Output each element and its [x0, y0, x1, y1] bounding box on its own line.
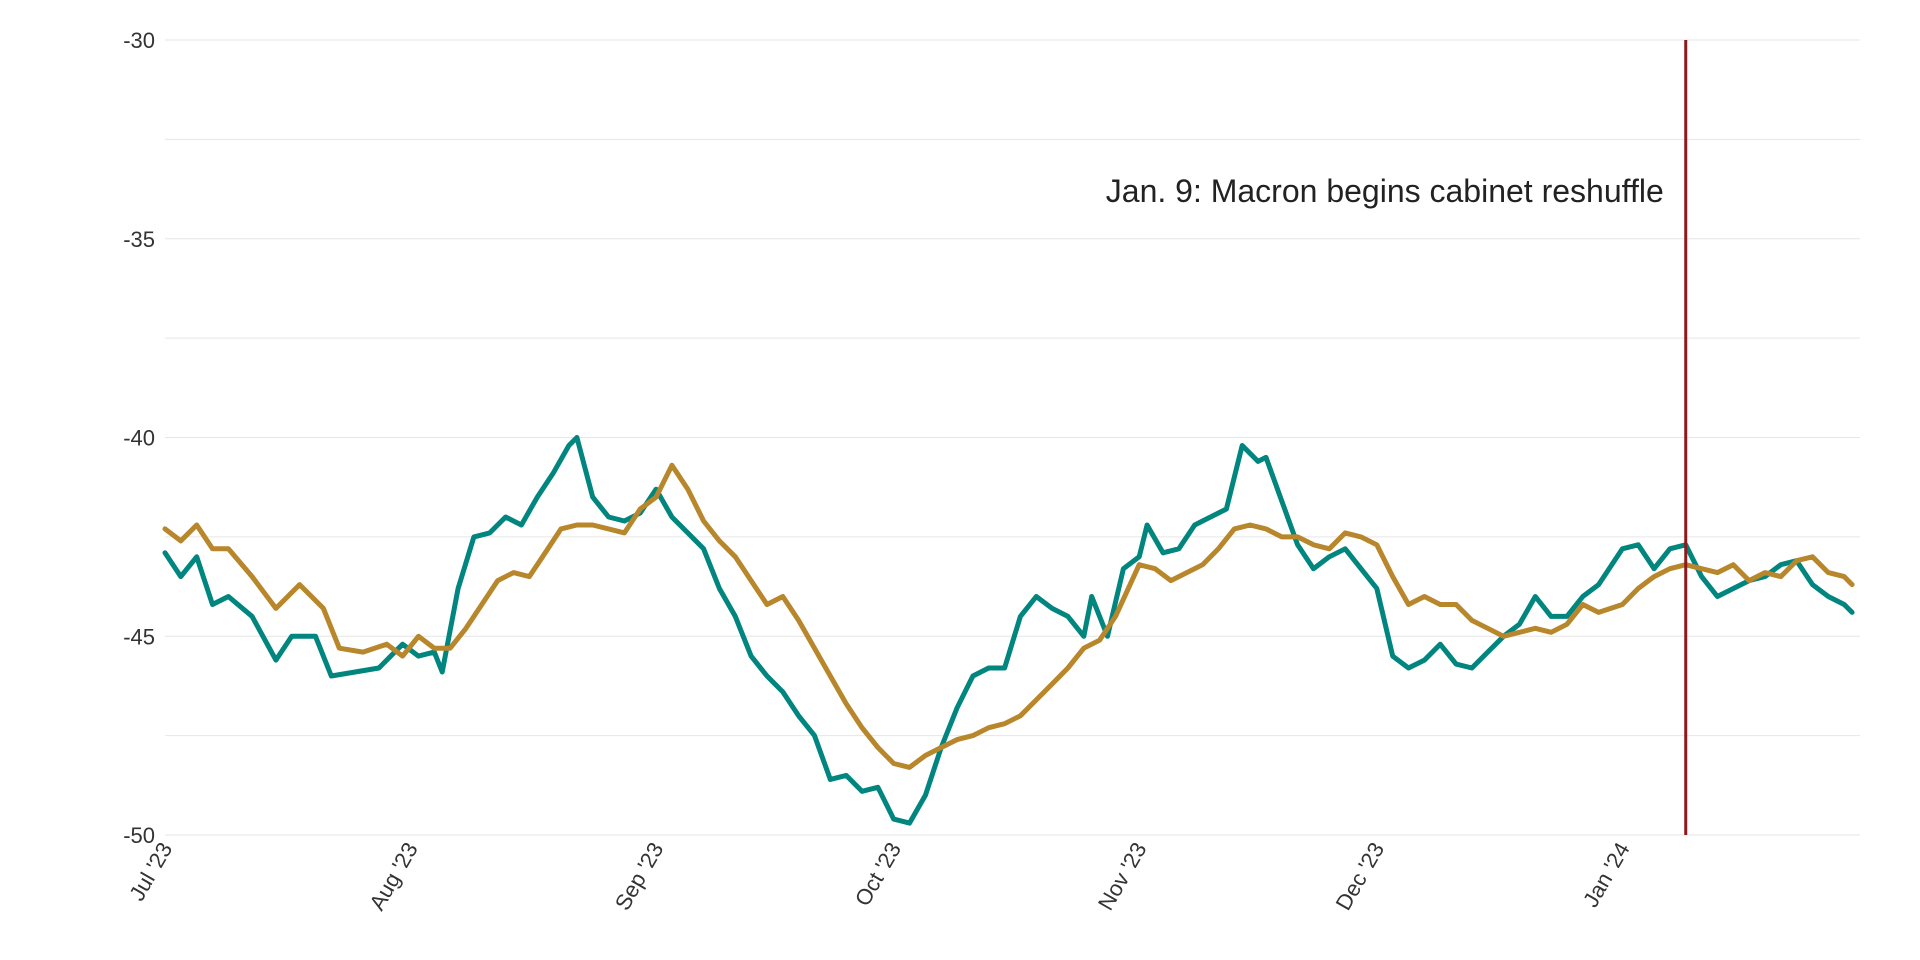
y-axis: -30 -35 -40 -45 -50 [123, 28, 155, 848]
x-tick-label: Aug '23 [364, 838, 423, 915]
series-line-2 [162, 462, 1855, 770]
x-tick-label: Dec '23 [1331, 838, 1390, 915]
annotation-label: Jan. 9: Macron begins cabinet reshuffle [1106, 173, 1664, 209]
x-axis: Jul '23 Aug '23 Sep '23 Oct '23 Nov '23 Dec '… [124, 838, 1634, 915]
gridlines [165, 39, 1860, 836]
x-tick-label: Jan '24 [1578, 838, 1635, 911]
y-tick-label: -30 [123, 28, 155, 53]
y-tick-label: -40 [123, 426, 155, 451]
y-tick-label: -45 [123, 624, 155, 649]
series-line-1 [162, 435, 1855, 826]
y-tick-label: -50 [123, 823, 155, 848]
annotation: Jan. 9: Macron begins cabinet reshuffle [1106, 40, 1688, 835]
series-lines [162, 435, 1855, 826]
x-tick-label: Oct '23 [850, 838, 906, 910]
x-tick-label: Sep '23 [610, 838, 669, 915]
x-tick-label: Nov '23 [1093, 838, 1152, 915]
y-tick-label: -35 [123, 227, 155, 252]
x-tick-label: Jul '23 [124, 838, 177, 905]
